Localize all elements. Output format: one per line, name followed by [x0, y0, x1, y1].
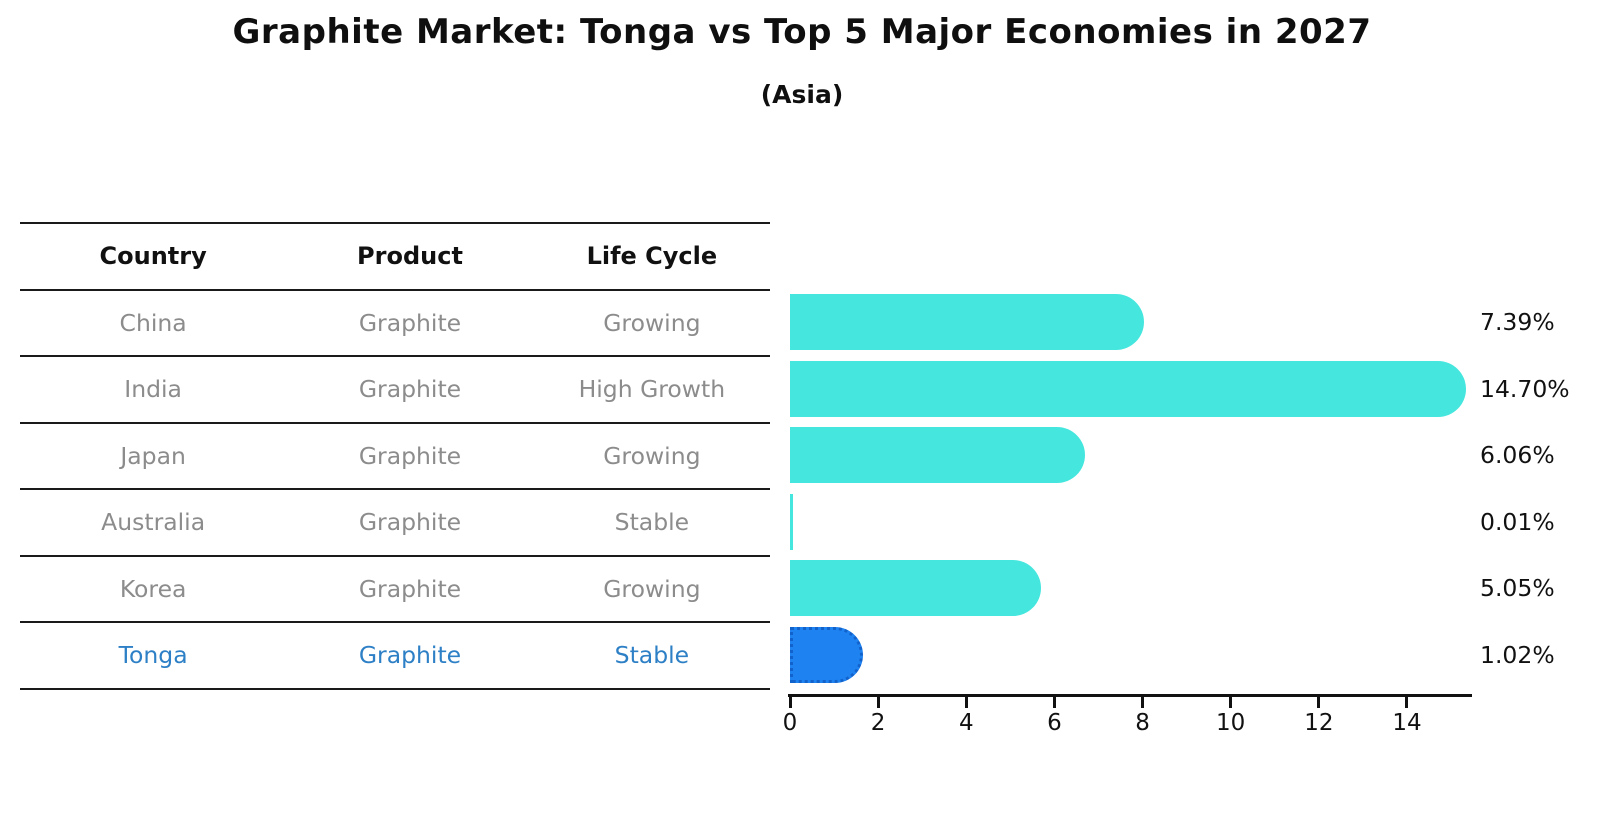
- table-row: Japan Graphite Growing: [20, 421, 770, 489]
- x-axis-line: [788, 694, 1472, 697]
- table-row: India Graphite High Growth: [20, 355, 770, 422]
- table-row-tonga: Tonga Graphite Stable: [20, 621, 770, 688]
- cell-product: Graphite: [358, 574, 462, 603]
- x-tick-label: 10: [1216, 710, 1246, 736]
- x-tick: [1317, 697, 1321, 708]
- x-tick-label: 12: [1304, 710, 1334, 736]
- cell-country: Japan: [120, 441, 186, 470]
- cell-country: India: [124, 375, 182, 404]
- value-label-japan: 6.06%: [1480, 441, 1555, 470]
- cell-product: Graphite: [358, 441, 462, 470]
- value-label-korea: 5.05%: [1480, 574, 1555, 603]
- cell-life-cycle: Growing: [603, 441, 701, 470]
- cell-life-cycle: High Growth: [578, 375, 726, 404]
- x-tick-label: 0: [782, 710, 798, 736]
- x-tick: [1405, 697, 1409, 708]
- cell-life-cycle: Growing: [603, 308, 701, 337]
- column-header-product: Product: [357, 242, 463, 271]
- x-tick-label: 14: [1392, 710, 1422, 736]
- value-label-tonga: 1.02%: [1480, 640, 1555, 669]
- value-label-australia: 0.01%: [1480, 507, 1555, 536]
- x-tick: [1141, 697, 1145, 708]
- x-tick: [788, 697, 792, 708]
- cell-product: Graphite: [358, 641, 462, 670]
- x-tick-label: 6: [1047, 710, 1062, 736]
- bar-india: [790, 360, 1466, 417]
- x-tick: [876, 697, 880, 708]
- chart-title: Graphite Market: Tonga vs Top 5 Major Ec…: [232, 12, 1372, 52]
- table-header-row: Country Product Life Cycle: [20, 222, 770, 289]
- cell-country: Tonga: [118, 641, 188, 670]
- chart-subtitle: (Asia): [760, 80, 844, 109]
- table-row: China Graphite Growing: [20, 288, 770, 356]
- bar-tonga: [790, 626, 863, 683]
- cell-country: Australia: [101, 508, 206, 537]
- x-tick-label: 8: [1135, 710, 1150, 736]
- bar-australia: [790, 493, 793, 550]
- cell-country: Korea: [119, 574, 187, 603]
- cell-product: Graphite: [358, 375, 462, 404]
- bar-china: [790, 294, 1144, 351]
- cell-life-cycle: Stable: [614, 641, 690, 670]
- x-tick-label: 4: [958, 710, 974, 736]
- value-label-india: 14.70%: [1480, 374, 1570, 403]
- column-header-country: Country: [99, 242, 207, 271]
- x-tick-label: 2: [870, 710, 886, 736]
- cell-product: Graphite: [358, 308, 462, 337]
- table-row: Australia Graphite Stable: [20, 488, 770, 555]
- country-table: Country Product Life Cycle China Graphit…: [20, 222, 770, 690]
- x-tick: [964, 697, 968, 708]
- x-tick: [1229, 697, 1233, 708]
- cell-life-cycle: Stable: [614, 508, 690, 537]
- column-header-life-cycle: Life Cycle: [586, 242, 718, 271]
- bar-korea: [790, 560, 1041, 617]
- table-row: Korea Graphite Growing: [20, 554, 770, 622]
- cell-product: Graphite: [358, 508, 462, 537]
- cell-life-cycle: Growing: [603, 574, 701, 603]
- value-label-china: 7.39%: [1480, 308, 1555, 337]
- bar-japan: [790, 427, 1086, 484]
- x-tick: [1052, 697, 1056, 708]
- cell-country: China: [119, 308, 187, 337]
